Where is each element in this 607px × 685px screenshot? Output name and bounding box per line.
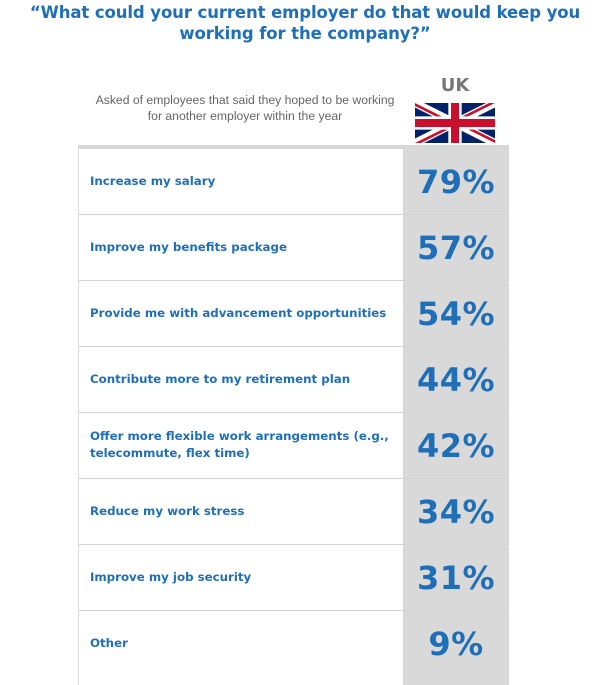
row-value: 79%	[416, 163, 496, 201]
row-value: 42%	[416, 427, 496, 465]
row-label-line: telecommute, flex time)	[90, 446, 250, 460]
row-label: Improve my job security	[90, 569, 390, 586]
chart-title: “What could your current employer do tha…	[20, 2, 590, 44]
chart-title-line-1: “What could your current employer do tha…	[29, 3, 581, 22]
row-divider	[79, 544, 509, 545]
row-value: 31%	[416, 559, 496, 597]
row-label-line: Improve my job security	[90, 570, 252, 584]
row-label: Contribute more to my retirement plan	[90, 371, 390, 388]
table-row: Other 9%	[79, 611, 509, 677]
table-row: Increase my salary 79%	[79, 149, 509, 215]
row-value: 44%	[416, 361, 496, 399]
row-divider	[79, 280, 509, 281]
row-label-line: Other	[90, 636, 128, 650]
row-divider	[79, 412, 509, 413]
row-label-line: Improve my benefits package	[90, 240, 287, 254]
table-top-rule	[79, 145, 509, 149]
row-divider	[79, 610, 509, 611]
row-label-line: Reduce my work stress	[90, 504, 245, 518]
row-divider	[79, 478, 509, 479]
table-row: Improve my job security 31%	[79, 545, 509, 611]
uk-flag-icon	[415, 103, 495, 143]
table-row: Reduce my work stress 34%	[79, 479, 509, 545]
row-value: 57%	[416, 229, 496, 267]
row-label-line: Contribute more to my retirement plan	[90, 372, 351, 386]
row-divider	[79, 346, 509, 347]
chart-title-line-2: working for the company?”	[179, 24, 431, 43]
row-label: Offer more flexible work arrangements (e…	[90, 428, 390, 462]
row-label: Provide me with advancement opportunitie…	[90, 305, 390, 322]
row-label: Other	[90, 635, 390, 652]
row-value: 9%	[428, 625, 484, 663]
chart-table: Increase my salary 79% Improve my benefits…	[78, 145, 509, 685]
table-row: Contribute more to my retirement plan 44%	[79, 347, 509, 413]
country-label: UK	[440, 75, 470, 96]
value-column-background	[403, 145, 509, 685]
row-label: Improve my benefits package	[90, 239, 390, 256]
row-label: Reduce my work stress	[90, 503, 390, 520]
row-value: 54%	[416, 295, 496, 333]
table-row: Provide me with advancement opportunitie…	[79, 281, 509, 347]
row-value: 34%	[416, 493, 496, 531]
chart-subtitle-line-1: Asked of employees that said they hoped …	[95, 93, 395, 107]
chart-subtitle: Asked of employees that said they hoped …	[80, 92, 410, 124]
row-label-line: Provide me with advancement opportunitie…	[90, 306, 387, 320]
chart-subtitle-line-2: for another employer within the year	[147, 109, 343, 123]
flag-red-cross	[415, 103, 495, 143]
row-label-line: Offer more flexible work arrangements (e…	[90, 429, 389, 443]
table-row: Improve my benefits package 57%	[79, 215, 509, 281]
table-row: Offer more flexible work arrangements (e…	[79, 413, 509, 479]
row-label-line: Increase my salary	[90, 174, 216, 188]
row-label: Increase my salary	[90, 173, 390, 190]
row-divider	[79, 214, 509, 215]
